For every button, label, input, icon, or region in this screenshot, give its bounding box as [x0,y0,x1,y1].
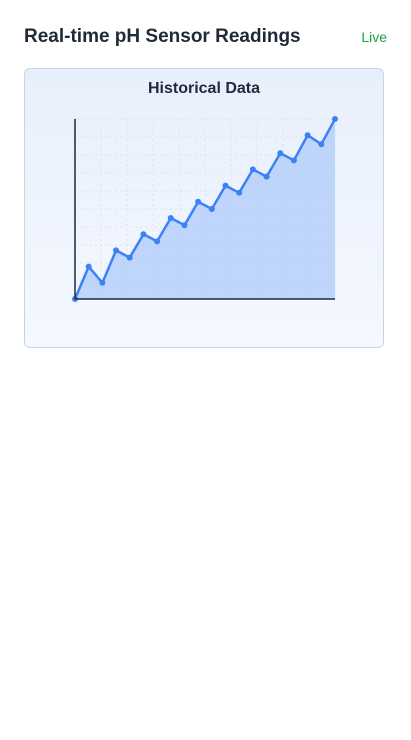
data-point [332,116,338,122]
data-point [140,231,147,238]
chart-title: Historical Data [147,80,261,97]
data-point [222,182,229,189]
data-point [113,247,120,254]
data-point [85,263,92,270]
data-point [195,198,202,205]
data-point [181,222,188,229]
data-point [290,157,297,164]
data-point [99,279,106,286]
data-point [304,132,311,139]
data-point [208,206,215,212]
data-point [263,173,270,180]
header: Real-time pH Sensor Readings Live [24,26,387,48]
live-status-badge: Live [361,29,387,45]
area-fill [75,119,335,299]
data-point [318,141,325,148]
data-point [126,254,133,261]
page-title: Real-time pH Sensor Readings [24,26,301,47]
chart-card: Historical Data [24,68,384,348]
data-point [167,215,174,221]
area-chart [72,116,338,302]
data-point [154,238,161,245]
data-point [277,150,284,157]
data-point [249,166,256,173]
data-points [72,116,338,302]
data-point [236,189,243,196]
